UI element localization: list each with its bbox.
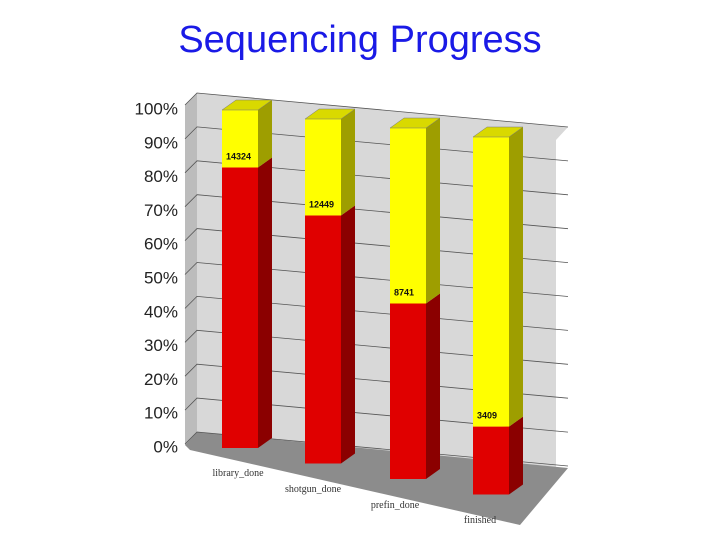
y-tick-label: 10%	[144, 404, 178, 423]
bar-side	[341, 109, 355, 216]
grid-line	[184, 295, 569, 331]
grid-line	[184, 397, 569, 433]
bar-front	[222, 167, 258, 448]
bar-segment	[221, 99, 273, 168]
bar-front	[390, 303, 426, 479]
bar-front	[305, 215, 341, 464]
grid-line	[184, 431, 569, 467]
count-label: 14324	[226, 151, 251, 161]
grid-line	[184, 363, 569, 399]
bar-segment	[389, 117, 441, 304]
bar-front	[390, 128, 426, 304]
grid-line	[184, 92, 569, 128]
grid-line	[184, 126, 569, 162]
x-tick-label: prefin_done	[371, 500, 420, 511]
y-tick-label: 0%	[153, 437, 178, 456]
bar-segment	[305, 205, 355, 464]
bar-side	[509, 127, 523, 427]
bar-side	[426, 293, 440, 479]
bar-side	[509, 416, 523, 495]
y-tick-label: 80%	[144, 167, 178, 186]
y-tick-label: 50%	[144, 268, 178, 287]
floor	[185, 432, 568, 525]
bar-side	[258, 157, 272, 448]
bar-top	[389, 117, 441, 129]
grid-line	[184, 262, 569, 297]
bar-segment	[304, 108, 356, 216]
y-tick-label: 90%	[144, 133, 178, 152]
x-tick-label: shotgun_done	[285, 484, 342, 495]
x-tick-label: library_done	[212, 468, 264, 479]
back-wall	[185, 93, 568, 470]
x-tick-label: finished	[464, 515, 496, 526]
count-label: 3409	[477, 411, 497, 421]
grid-line	[184, 160, 569, 196]
grid-line	[184, 228, 569, 263]
bar-front	[305, 119, 341, 216]
bar-side	[341, 205, 355, 464]
y-tick-label: 20%	[144, 370, 178, 389]
chart-title: Sequencing Progress	[178, 19, 541, 61]
bar-segment	[473, 416, 523, 495]
grid-line	[184, 194, 569, 230]
count-label: 8741	[394, 288, 414, 298]
bar-top	[221, 99, 273, 111]
bar-segment	[390, 293, 440, 479]
y-tick-label: 30%	[144, 336, 178, 355]
bar-front	[222, 110, 258, 168]
bar-segment	[222, 157, 272, 448]
y-tick-label: 60%	[144, 235, 178, 254]
count-label: 12449	[309, 199, 334, 209]
bar-segment	[472, 126, 524, 427]
bar-top	[304, 108, 356, 120]
y-tick-label: 100%	[135, 99, 178, 118]
y-tick-label: 40%	[144, 302, 178, 321]
bar-side	[258, 100, 272, 168]
bar-front	[473, 426, 509, 495]
bar-front	[473, 137, 509, 427]
grid-line	[184, 329, 569, 365]
bar-side	[426, 118, 440, 304]
y-tick-label: 70%	[144, 201, 178, 220]
bar-top	[472, 126, 524, 138]
